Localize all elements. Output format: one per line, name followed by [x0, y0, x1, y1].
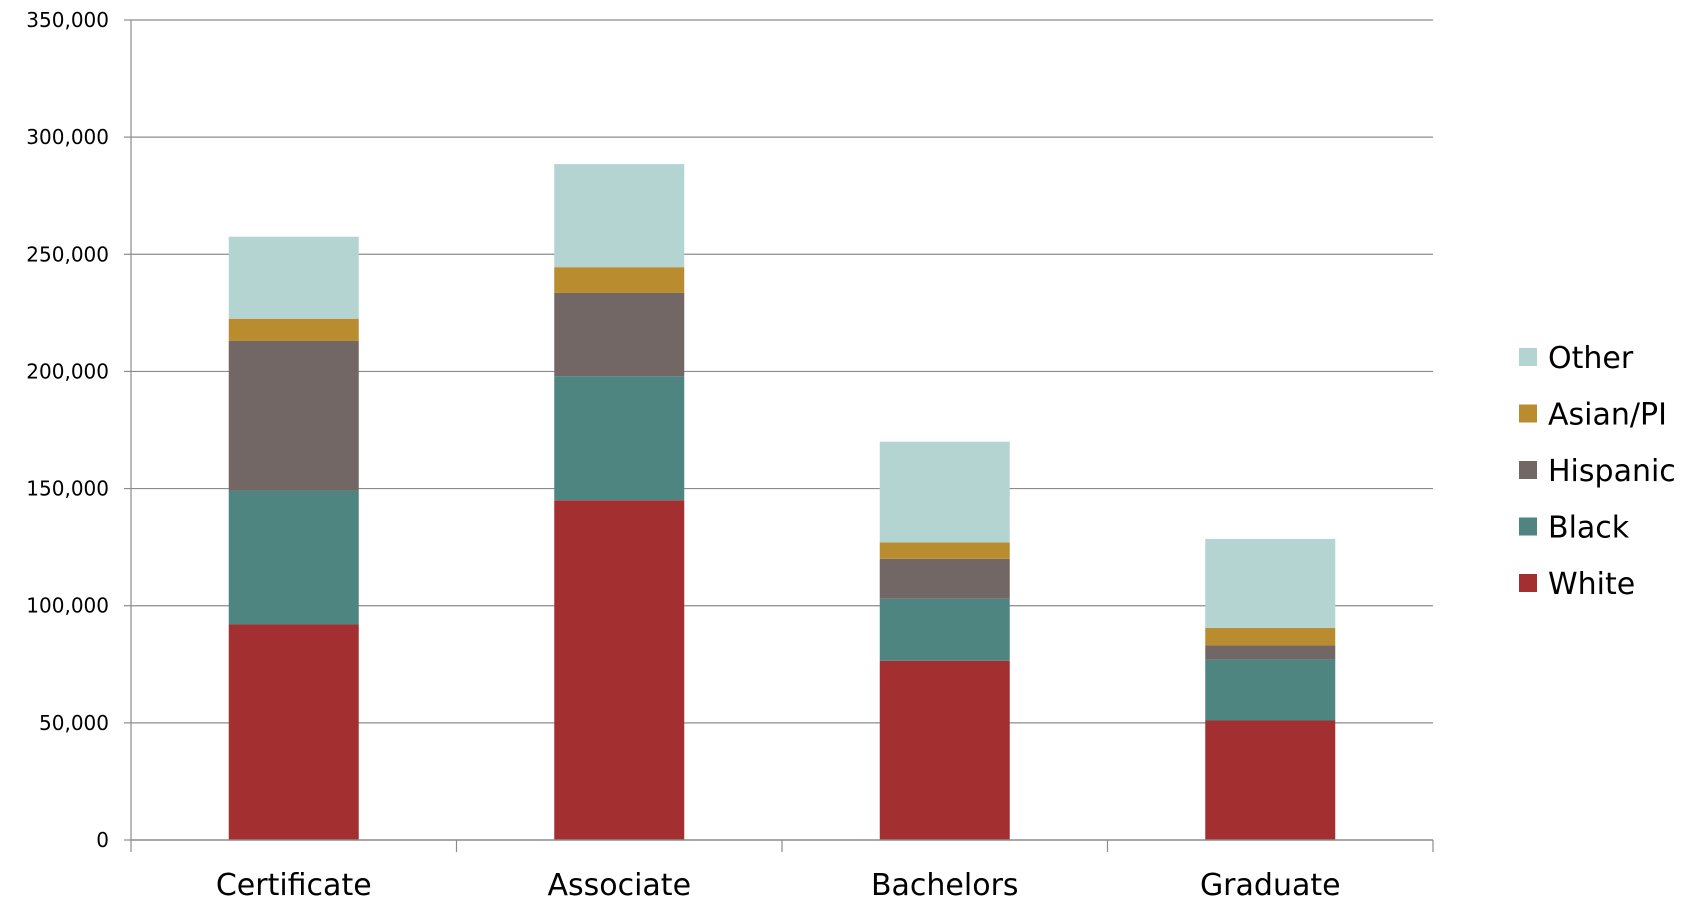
bar-segment-white [554, 500, 685, 840]
legend-label: Asian/PI [1548, 398, 1667, 433]
bar-segment-hispanic [554, 292, 685, 377]
bar-segment-asian-pi [228, 318, 359, 341]
legend-swatch [1519, 348, 1537, 366]
bar-segment-hispanic [1205, 645, 1336, 660]
bar-segment-black [554, 376, 685, 501]
y-tick-label: 350,000 [26, 8, 109, 32]
bar-segment-hispanic [879, 558, 1010, 599]
bar-segment-other [554, 164, 685, 268]
x-category-label: Graduate [1200, 868, 1341, 903]
legend-swatch [1519, 574, 1537, 592]
bar-segment-other [879, 441, 1010, 543]
legend-swatch [1519, 517, 1537, 536]
y-tick-label: 300,000 [26, 125, 109, 149]
legend-label: Black [1548, 511, 1630, 546]
bar-segment-white [228, 624, 359, 840]
y-tick-label: 200,000 [26, 359, 109, 383]
x-category-label: Certificate [216, 868, 372, 903]
bar-segment-hispanic [228, 340, 359, 491]
bar-segment-asian-pi [1205, 627, 1336, 646]
bar-segment-asian-pi [554, 267, 685, 293]
bar-segment-black [228, 490, 359, 625]
y-tick-label: 150,000 [26, 477, 109, 501]
y-axis: 0 50,000 100,000 150,000 200,000 250,000 300,0… [26, 8, 132, 852]
legend-label: White [1548, 567, 1635, 602]
y-tick-label: 250,000 [26, 242, 109, 266]
bar-segment-white [1205, 720, 1336, 840]
legend-label: Other [1548, 341, 1634, 376]
x-category-label: Associate [547, 868, 691, 903]
legend-swatch [1519, 461, 1537, 479]
bar-segment-black [879, 598, 1010, 661]
bar-segment-asian-pi [879, 542, 1010, 559]
bars [228, 164, 1336, 840]
legend-label: Hispanic [1548, 454, 1676, 489]
bar-segment-white [879, 660, 1010, 840]
y-tick-label: 0 [96, 828, 109, 852]
bar-segment-other [228, 236, 359, 319]
x-axis: Certificate Associate Bachelors Graduate [130, 839, 1434, 903]
bar-segment-other [1205, 538, 1336, 628]
y-tick-label: 50,000 [39, 711, 109, 735]
y-tick-label: 100,000 [26, 594, 109, 618]
legend-swatch [1519, 404, 1537, 423]
x-category-label: Bachelors [871, 868, 1019, 903]
bar-segment-black [1205, 659, 1336, 721]
legend: Other Asian/PI Hispanic Black White [1519, 341, 1676, 602]
